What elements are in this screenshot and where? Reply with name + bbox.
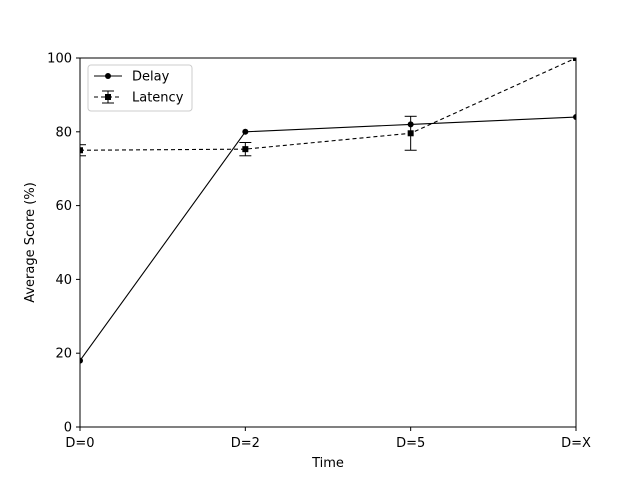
series-line: [80, 116, 576, 361]
x-tick-label: D=2: [231, 436, 260, 451]
y-tick-label: 0: [64, 421, 72, 436]
data-point: [242, 128, 249, 135]
plot-series-group: [80, 58, 576, 364]
plot-frame: [79, 57, 577, 428]
legend-marker: [105, 73, 111, 79]
legend-entry: Latency: [94, 90, 184, 106]
data-point: [407, 130, 414, 137]
legend-marker: [105, 94, 111, 100]
data-point: [80, 357, 83, 364]
y-tick-label: 60: [55, 199, 72, 214]
y-tick-label: 20: [55, 347, 72, 362]
data-point: [573, 114, 576, 121]
series-delay: [80, 114, 576, 364]
data-point: [80, 147, 83, 154]
y-axis-ticks: 0 20 40 60 80 100: [47, 52, 80, 436]
x-axis-label: Time: [311, 456, 344, 471]
legend-entry: Delay: [94, 70, 170, 85]
series-line: [80, 58, 576, 151]
y-tick-label: 40: [55, 273, 72, 288]
data-point: [242, 146, 249, 153]
legend-label: Latency: [132, 91, 184, 106]
y-tick-label: 100: [47, 52, 72, 67]
y-tick-label: 80: [55, 125, 72, 140]
x-axis-ticks: D=0 D=2 D=5 D=X: [65, 427, 591, 451]
x-tick-label: D=5: [396, 436, 425, 451]
y-axis-label: Average Score (%): [23, 182, 38, 303]
legend-label: Delay: [132, 70, 170, 85]
data-point: [573, 58, 576, 61]
legend: Delay Latency: [87, 64, 193, 112]
x-tick-label: D=X: [561, 436, 591, 451]
plot-area: [80, 58, 576, 364]
series-latency: [80, 58, 576, 157]
x-tick-label: D=0: [65, 436, 94, 451]
